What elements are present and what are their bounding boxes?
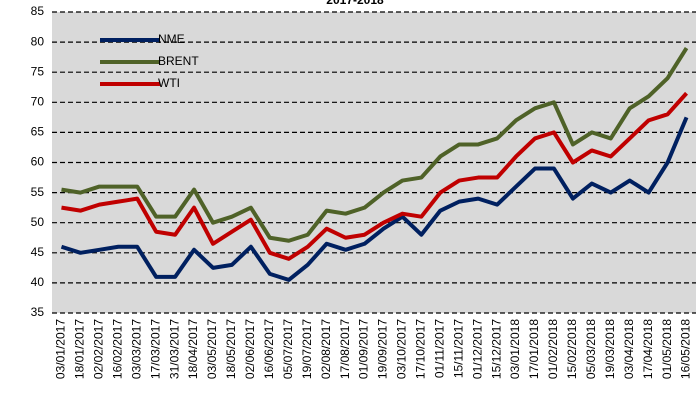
x-tick-label: 02/06/2017 [243, 319, 257, 379]
x-tick-label: 01/11/2017 [432, 319, 446, 378]
x-tick-label: 17/01/2018 [527, 319, 541, 379]
x-tick-label: 05/07/2017 [281, 319, 295, 379]
x-tick-label: 16/06/2017 [262, 319, 276, 379]
x-tick-label: 01/02/2018 [546, 319, 560, 379]
x-tick-label: 18/01/2017 [73, 319, 87, 379]
y-tick-label: 70 [31, 94, 45, 108]
x-tick-label: 03/04/2018 [622, 319, 636, 379]
x-tick-label: 19/09/2017 [376, 319, 390, 379]
x-tick-label: 17/10/2017 [414, 319, 428, 379]
y-tick-label: 75 [31, 64, 45, 78]
x-tick-label: 01/05/2018 [660, 319, 674, 379]
x-tick-label: 17/03/2017 [148, 319, 162, 379]
x-tick-label: 03/01/2017 [54, 319, 68, 379]
y-tick-label: 35 [31, 305, 45, 319]
series-line [61, 47, 689, 243]
x-tick-label: 03/03/2017 [129, 319, 143, 379]
x-tick-label: 01/09/2017 [357, 319, 371, 379]
y-tick-label: 85 [31, 4, 45, 18]
x-tick-label: 01/12/2017 [470, 319, 484, 379]
legend-label: WTI [158, 76, 180, 90]
x-tick-label: 18/05/2017 [224, 319, 238, 379]
y-tick-label: 60 [31, 155, 45, 169]
x-tick-label: 03/01/2018 [508, 319, 522, 379]
x-tick-label: 02/08/2017 [319, 319, 333, 379]
x-tick-label: 02/02/2017 [92, 319, 106, 379]
x-tick-label: 17/04/2018 [641, 319, 655, 379]
x-tick-label: 15/02/2018 [565, 319, 579, 379]
x-tick-label: 03/05/2017 [205, 319, 219, 379]
x-tick-label: 19/07/2017 [300, 319, 314, 379]
x-tick-label: 15/11/2017 [451, 319, 465, 378]
y-tick-label: 50 [31, 215, 45, 229]
x-tick-label: 16/02/2017 [110, 319, 124, 379]
y-tick-label: 40 [31, 275, 45, 289]
legend-label: NME [158, 32, 185, 46]
x-tick-label: 18/04/2017 [186, 319, 200, 379]
x-tick-label: 16/05/2018 [679, 319, 693, 379]
x-tick-label: 03/10/2017 [395, 319, 409, 379]
series-line [60, 116, 689, 282]
legend-label: BRENT [158, 54, 199, 68]
y-tick-label: 65 [31, 125, 45, 139]
series-line [61, 91, 689, 261]
y-tick-label: 55 [31, 185, 45, 199]
x-tick-label: 19/03/2018 [603, 319, 617, 379]
y-tick-label: 45 [31, 245, 45, 259]
x-tick-label: 15/12/2017 [489, 319, 503, 379]
x-tick-label: 31/03/2017 [167, 319, 181, 379]
x-tick-label: 17/08/2017 [338, 319, 352, 379]
chart-title: 2017-2018 [326, 0, 384, 7]
y-tick-label: 80 [31, 34, 45, 48]
x-tick-label: 05/03/2018 [584, 319, 598, 379]
